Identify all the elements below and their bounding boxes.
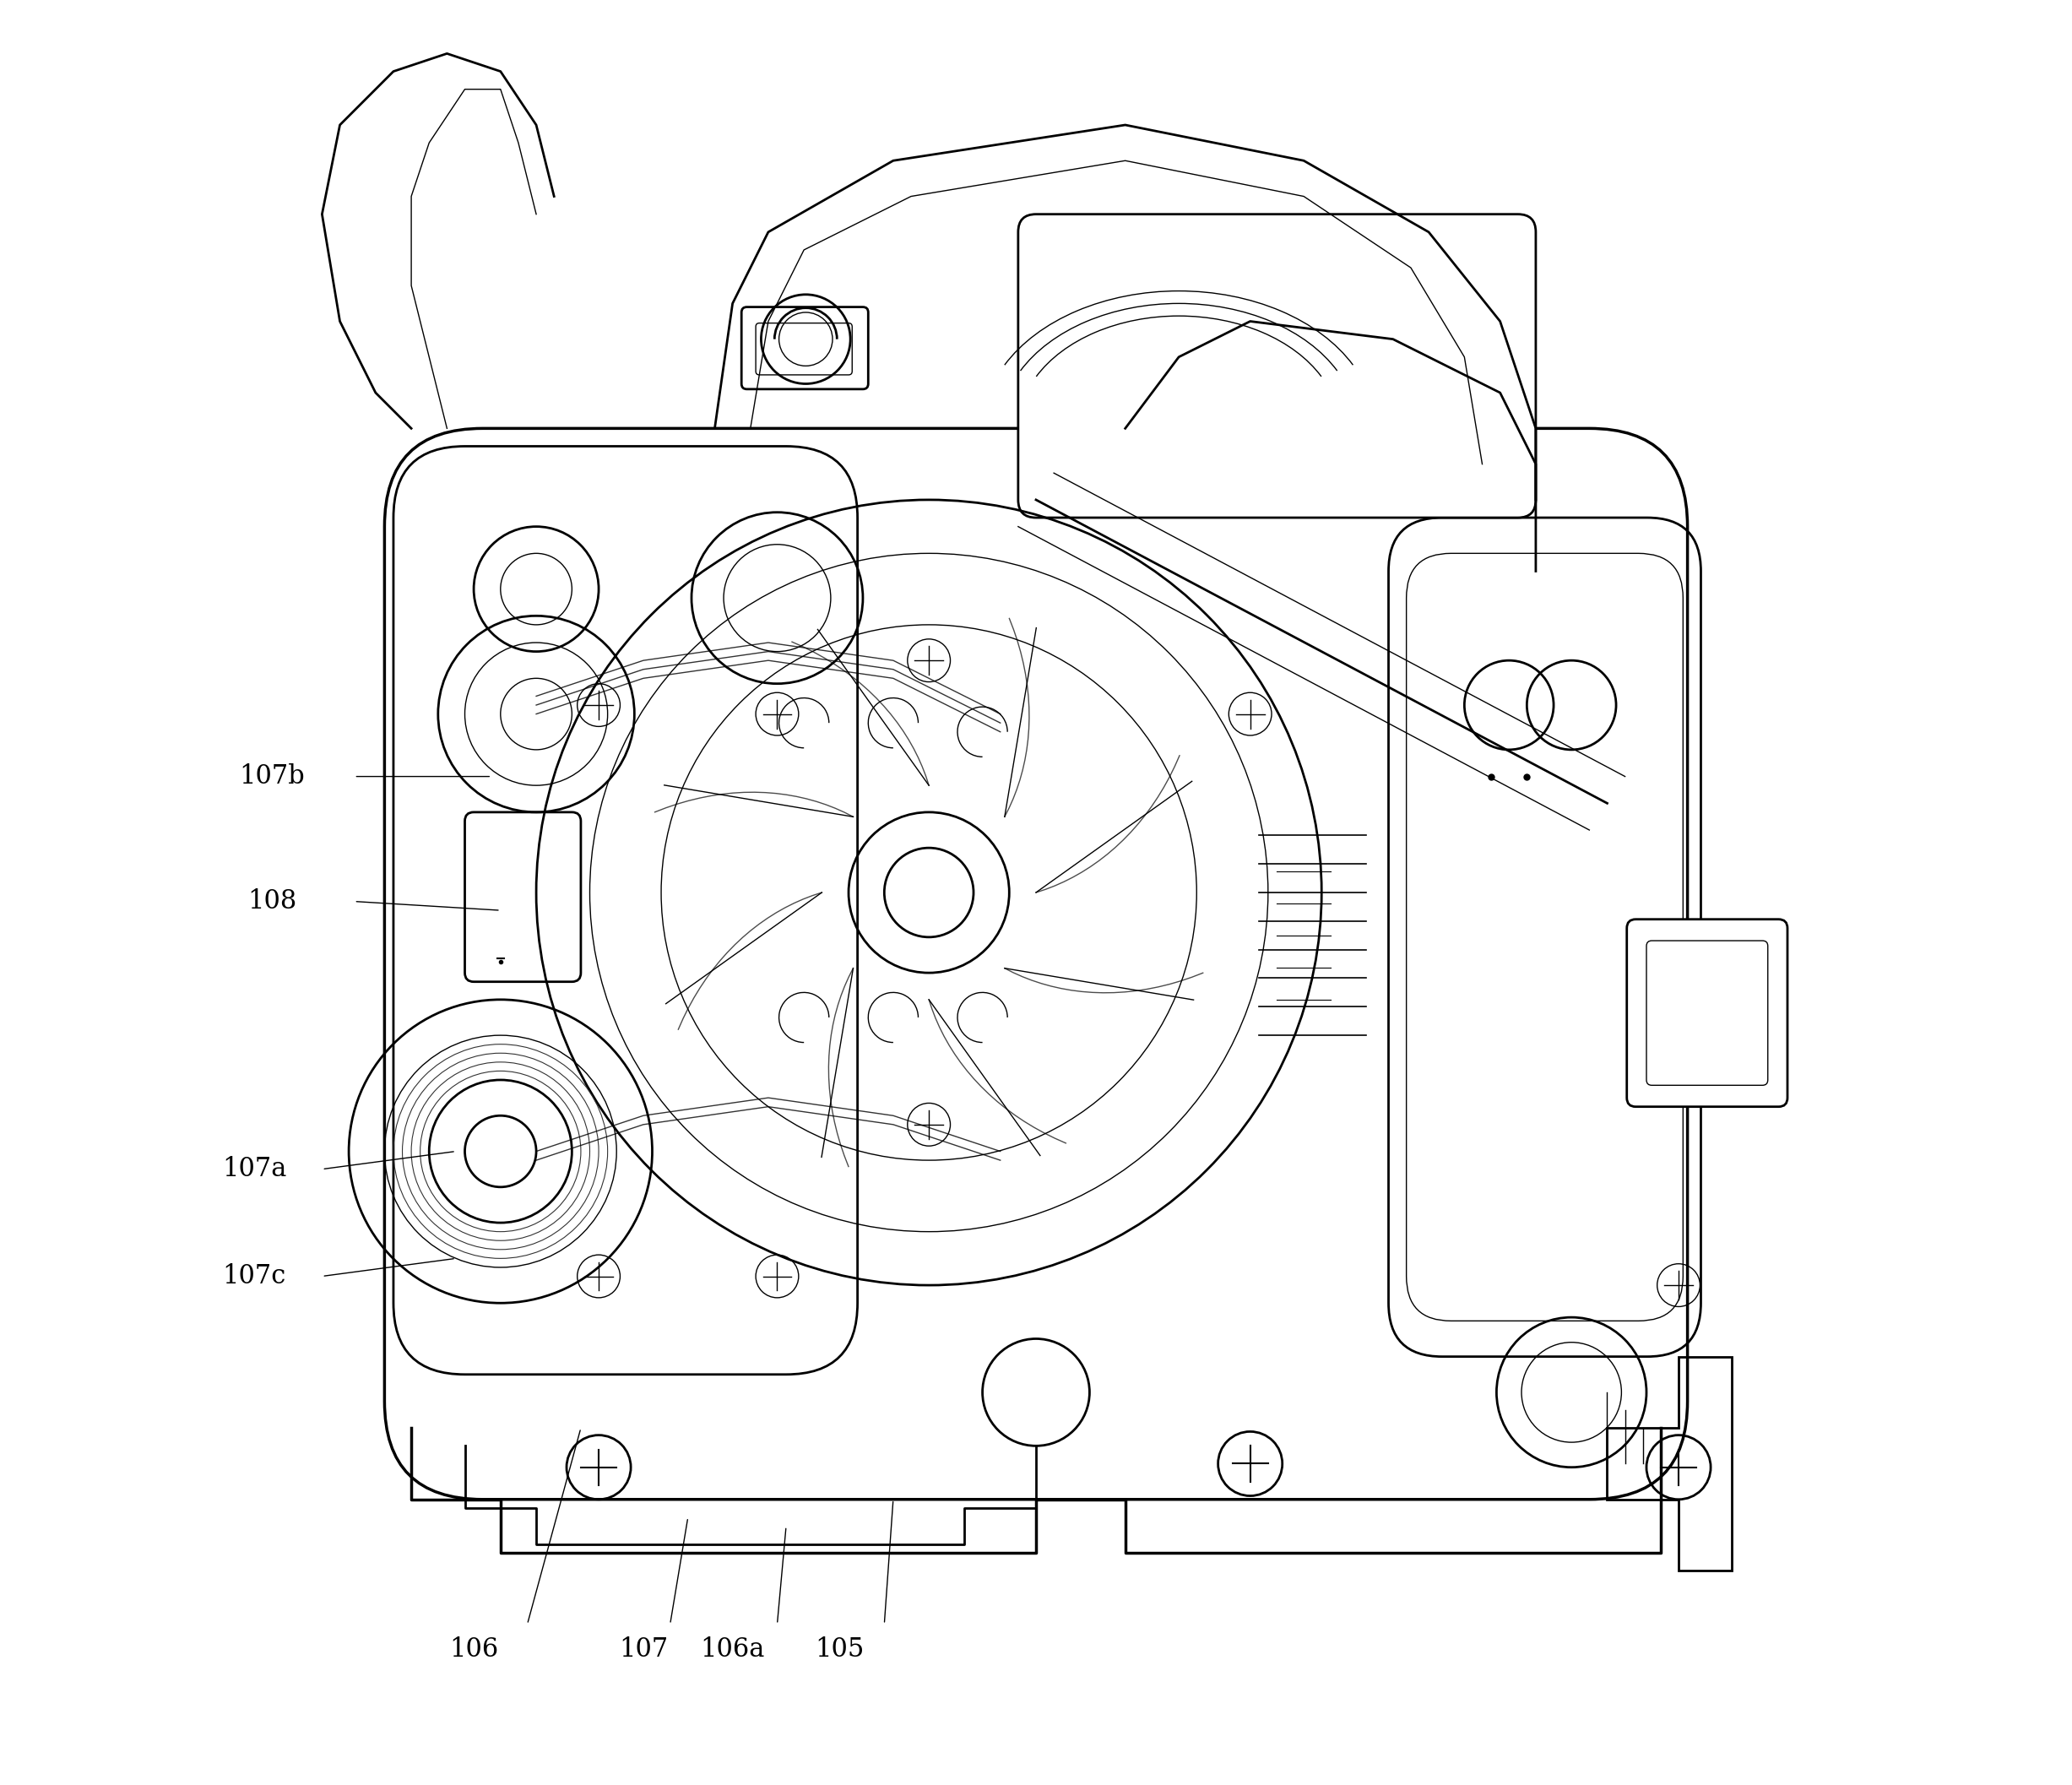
Text: 108: 108 xyxy=(247,889,296,914)
Text: 106: 106 xyxy=(450,1637,499,1662)
Text: 106a: 106a xyxy=(700,1637,765,1662)
FancyBboxPatch shape xyxy=(1627,919,1788,1107)
FancyBboxPatch shape xyxy=(1017,214,1535,518)
FancyBboxPatch shape xyxy=(756,323,852,375)
Text: 107: 107 xyxy=(620,1637,667,1662)
FancyBboxPatch shape xyxy=(742,307,868,389)
Text: 107a: 107a xyxy=(222,1157,286,1182)
FancyBboxPatch shape xyxy=(1647,941,1767,1085)
Text: 107b: 107b xyxy=(238,764,305,789)
Text: 105: 105 xyxy=(814,1637,864,1662)
FancyBboxPatch shape xyxy=(464,812,580,982)
Text: 107c: 107c xyxy=(222,1264,286,1289)
